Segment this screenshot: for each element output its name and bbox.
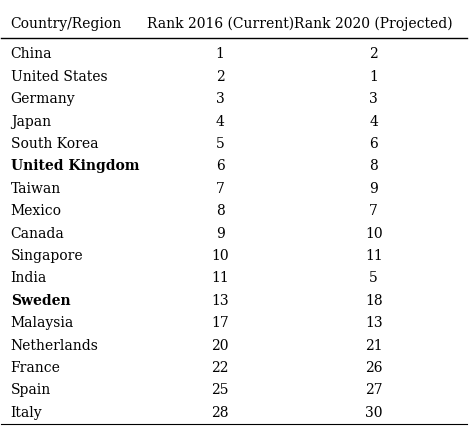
Text: 4: 4 bbox=[369, 114, 378, 129]
Text: 11: 11 bbox=[365, 249, 383, 263]
Text: Singapore: Singapore bbox=[11, 249, 83, 263]
Text: 10: 10 bbox=[365, 226, 383, 240]
Text: 5: 5 bbox=[216, 137, 225, 151]
Text: China: China bbox=[11, 47, 52, 61]
Text: 6: 6 bbox=[216, 159, 225, 173]
Text: 28: 28 bbox=[211, 406, 229, 420]
Text: 27: 27 bbox=[365, 383, 383, 397]
Text: 3: 3 bbox=[369, 92, 378, 106]
Text: Taiwan: Taiwan bbox=[11, 182, 61, 196]
Text: 13: 13 bbox=[365, 316, 383, 330]
Text: Malaysia: Malaysia bbox=[11, 316, 74, 330]
Text: Italy: Italy bbox=[11, 406, 42, 420]
Text: 11: 11 bbox=[211, 271, 229, 286]
Text: 3: 3 bbox=[216, 92, 225, 106]
Text: 7: 7 bbox=[216, 182, 225, 196]
Text: Country/Region: Country/Region bbox=[11, 17, 122, 31]
Text: 9: 9 bbox=[369, 182, 378, 196]
Text: 8: 8 bbox=[216, 204, 225, 218]
Text: 9: 9 bbox=[216, 226, 225, 240]
Text: India: India bbox=[11, 271, 47, 286]
Text: France: France bbox=[11, 361, 61, 375]
Text: Canada: Canada bbox=[11, 226, 64, 240]
Text: 20: 20 bbox=[211, 339, 229, 353]
Text: 30: 30 bbox=[365, 406, 383, 420]
Text: 18: 18 bbox=[365, 294, 383, 308]
Text: 2: 2 bbox=[369, 47, 378, 61]
Text: 5: 5 bbox=[369, 271, 378, 286]
Text: 22: 22 bbox=[211, 361, 229, 375]
Text: 6: 6 bbox=[369, 137, 378, 151]
Text: 4: 4 bbox=[216, 114, 225, 129]
Text: 21: 21 bbox=[365, 339, 383, 353]
Text: Germany: Germany bbox=[11, 92, 75, 106]
Text: 17: 17 bbox=[211, 316, 229, 330]
Text: 7: 7 bbox=[369, 204, 378, 218]
Text: Japan: Japan bbox=[11, 114, 51, 129]
Text: Sweden: Sweden bbox=[11, 294, 70, 308]
Text: 8: 8 bbox=[369, 159, 378, 173]
Text: United States: United States bbox=[11, 70, 107, 84]
Text: South Korea: South Korea bbox=[11, 137, 98, 151]
Text: 1: 1 bbox=[216, 47, 225, 61]
Text: Spain: Spain bbox=[11, 383, 51, 397]
Text: 13: 13 bbox=[211, 294, 229, 308]
Text: Rank 2016 (Current): Rank 2016 (Current) bbox=[146, 17, 294, 31]
Text: Netherlands: Netherlands bbox=[11, 339, 99, 353]
Text: 26: 26 bbox=[365, 361, 383, 375]
Text: 1: 1 bbox=[369, 70, 378, 84]
Text: 2: 2 bbox=[216, 70, 225, 84]
Text: United Kingdom: United Kingdom bbox=[11, 159, 139, 173]
Text: Mexico: Mexico bbox=[11, 204, 62, 218]
Text: 10: 10 bbox=[211, 249, 229, 263]
Text: 25: 25 bbox=[211, 383, 229, 397]
Text: Rank 2020 (Projected): Rank 2020 (Projected) bbox=[294, 17, 453, 31]
